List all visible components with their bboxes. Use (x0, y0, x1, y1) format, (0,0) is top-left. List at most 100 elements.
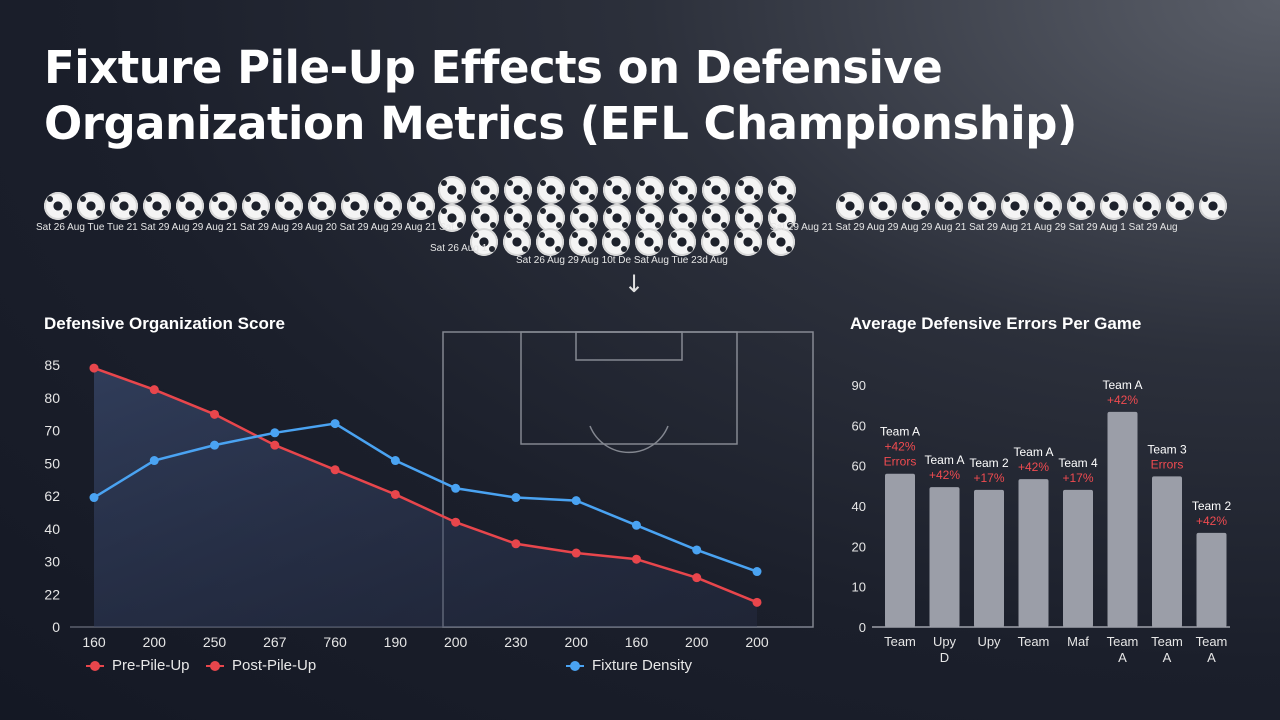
soccer-ball-icon (669, 204, 697, 232)
soccer-ball-icon (570, 204, 598, 232)
legend-label-post: Post-Pile-Up (232, 657, 317, 674)
legend-marker-post (206, 660, 224, 671)
bar-team-label: Team A (880, 425, 920, 439)
data-point-2 (270, 428, 280, 438)
soccer-ball-icon (1100, 192, 1128, 220)
bar-y-tick-label: 60 (852, 459, 866, 474)
data-point-2 (571, 496, 581, 506)
soccer-ball-icon (635, 228, 663, 256)
soccer-ball-icon (768, 204, 796, 232)
fixture-ball-row (44, 192, 1227, 220)
bar-note-label: Errors (884, 455, 917, 469)
y-tick-label: 85 (44, 357, 60, 373)
soccer-ball-icon (44, 192, 72, 220)
soccer-ball-icon (669, 176, 697, 204)
soccer-ball-icon (1067, 192, 1095, 220)
bar-note-label: +17% (1062, 471, 1093, 485)
bar-note-label: +42% (1018, 460, 1049, 474)
bar-category-label: Maf (1067, 634, 1089, 649)
x-tick-label: 200 (444, 634, 468, 650)
soccer-ball-icon (836, 192, 864, 220)
bar-y-tick-label: 40 (852, 499, 866, 514)
data-point-0 (631, 554, 641, 564)
soccer-ball-icon (471, 204, 499, 232)
fixture-dates-left: Sat 26 Aug Tue Tue 21 Sat 29 Aug 29 Aug … (36, 222, 456, 233)
bar-note-label: Errors (1151, 457, 1184, 471)
x-tick-label: 200 (565, 634, 589, 650)
soccer-ball-icon (735, 176, 763, 204)
soccer-ball-icon (603, 204, 631, 232)
soccer-ball-icon (275, 192, 303, 220)
x-tick-label: 160 (82, 634, 106, 650)
legend-pre: Pre-Pile-Up (86, 657, 190, 674)
soccer-ball-icon (1166, 192, 1194, 220)
soccer-ball-icon (701, 228, 729, 256)
bar-team-label: Team 4 (1058, 456, 1098, 470)
bar-category-label: A (1118, 650, 1127, 665)
fixture-ball-cluster-bottom (470, 228, 795, 256)
soccer-ball-icon (603, 176, 631, 204)
x-tick-label: 190 (384, 634, 408, 650)
line-chart-title: Defensive Organization Score (44, 314, 285, 333)
soccer-ball-icon (968, 192, 996, 220)
bar-category-label: A (1207, 650, 1216, 665)
legend-label-density: Fixture Density (592, 657, 693, 674)
x-tick-label: 200 (685, 634, 709, 650)
bar (1063, 489, 1093, 627)
data-point-2 (330, 419, 340, 429)
bar (1107, 411, 1138, 627)
soccer-ball-icon (341, 192, 369, 220)
bar-category-label: Team (1196, 634, 1228, 649)
bar-team-label: Team 3 (1147, 442, 1187, 456)
soccer-ball-icon (602, 228, 630, 256)
soccer-ball-icon (374, 192, 402, 220)
fixture-ball-cluster-mid (438, 204, 796, 232)
data-point-0 (270, 440, 280, 450)
data-point-0 (330, 465, 340, 475)
soccer-ball-icon (77, 192, 105, 220)
bar (885, 473, 915, 627)
soccer-ball-icon (537, 204, 565, 232)
data-point-2 (149, 456, 159, 466)
data-point-0 (511, 539, 521, 549)
y-tick-label: 22 (44, 586, 60, 602)
x-tick-label: 250 (203, 634, 227, 650)
soccer-ball-icon (735, 204, 763, 232)
soccer-ball-icon (308, 192, 336, 220)
soccer-ball-icon (768, 176, 796, 204)
bar-y-tick-label: 60 (852, 418, 866, 433)
y-tick-label: 30 (44, 554, 60, 570)
x-tick-label: 200 (745, 634, 769, 650)
bar-y-tick-label: 0 (859, 620, 866, 635)
data-point-0 (210, 409, 220, 419)
bar-y-tick-label: 90 (852, 378, 866, 393)
soccer-ball-icon (110, 192, 138, 220)
data-point-2 (692, 545, 702, 555)
soccer-ball-icon (503, 228, 531, 256)
soccer-ball-icon (471, 176, 499, 204)
y-tick-label: 50 (44, 455, 60, 471)
bar-team-label: Team A (1102, 378, 1142, 392)
legend-density: Fixture Density (566, 657, 692, 674)
soccer-ball-icon (702, 204, 730, 232)
data-point-2 (631, 520, 641, 530)
data-point-2 (210, 440, 220, 450)
x-tick-label: 760 (323, 634, 347, 650)
page-title: Fixture Pile-Up Effects on Defensive Org… (44, 41, 1077, 150)
data-point-2 (511, 493, 521, 503)
bar-category-label: Upy (933, 634, 957, 649)
data-point-2 (390, 456, 400, 466)
bar-team-label: Team A (924, 453, 964, 467)
soccer-ball-icon (1199, 192, 1227, 220)
fixture-dates-cluster-bottom: Sat 26 Aug 29 Aug 10t De Sat Aug Tue 23d… (516, 255, 728, 266)
soccer-ball-icon (438, 204, 466, 232)
soccer-ball-icon (536, 228, 564, 256)
y-tick-label: 70 (44, 423, 60, 439)
fixture-dates-cluster: Sat 26 Aug 1 (430, 243, 488, 254)
y-tick-label: 40 (44, 521, 60, 537)
bar-y-tick-label: 10 (852, 580, 866, 595)
bar-category-label: D (940, 650, 949, 665)
soccer-ball-icon (869, 192, 897, 220)
bar (1196, 532, 1227, 627)
y-tick-label: 0 (52, 619, 60, 635)
